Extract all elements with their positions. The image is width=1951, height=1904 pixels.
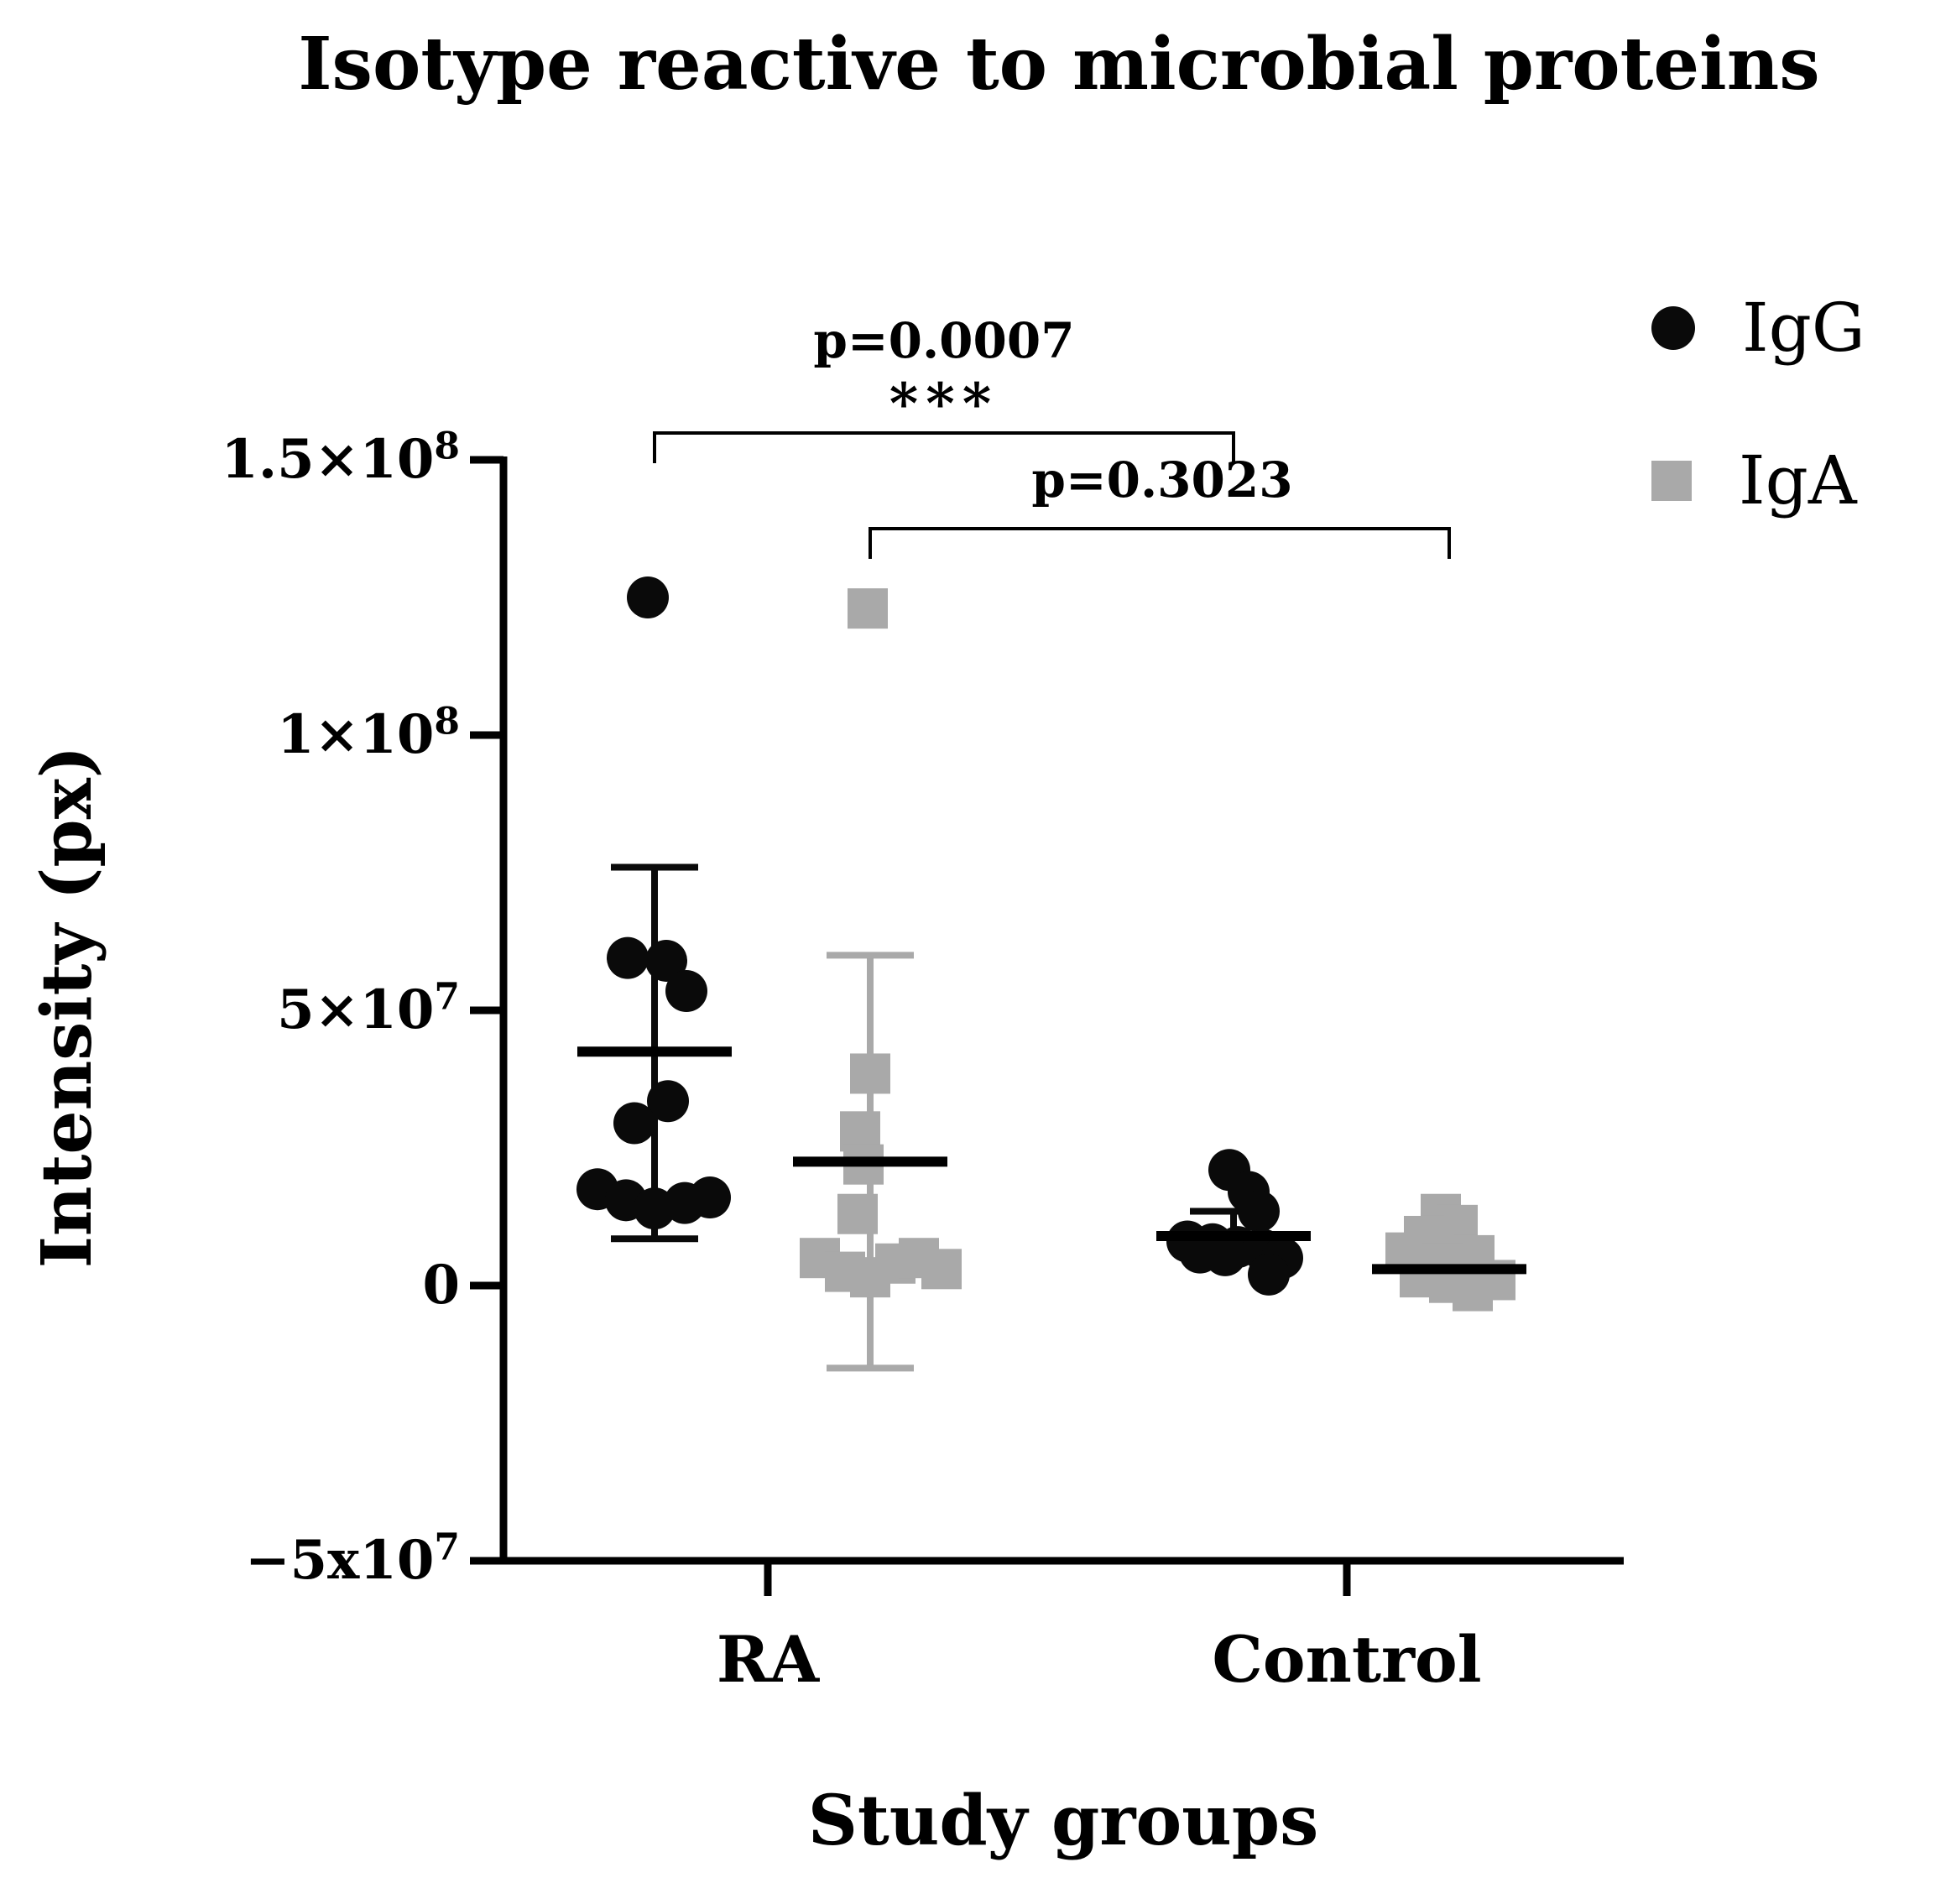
y-tick-exponent: 8 <box>434 425 460 468</box>
legend-label-iga: IgA <box>1739 441 1857 519</box>
data-point-igg <box>689 1176 731 1219</box>
significance-stars: *** <box>889 371 999 436</box>
data-point-igg <box>607 936 649 979</box>
data-point-igg <box>665 970 707 1013</box>
data-point-igg <box>647 1080 689 1123</box>
y-tick-exponent: 7 <box>434 1526 460 1569</box>
data-point-iga <box>848 588 888 629</box>
data-point-igg <box>627 576 669 618</box>
y-tick-label: 1.5×108 <box>0 428 460 492</box>
data-point-igg <box>1204 1234 1246 1276</box>
p-value-igg: p=0.0007 <box>813 312 1075 369</box>
legend-label-igg: IgG <box>1742 289 1865 367</box>
igg-circle-icon <box>1651 305 1695 350</box>
y-tick-label: −5x107 <box>0 1529 460 1593</box>
y-tick-label: 5×107 <box>0 978 460 1042</box>
y-tick-exponent: 8 <box>434 700 460 743</box>
legend-item-iga: IgA <box>1651 441 1857 519</box>
chart-title: Isotype reactive to microbial proteins <box>298 22 1820 107</box>
significance-bracket <box>869 527 1451 559</box>
legend-item-igg: IgG <box>1651 289 1865 367</box>
p-value-iga: p=0.3023 <box>1031 451 1293 509</box>
y-tick-label: 1×108 <box>0 703 460 767</box>
y-tick-text: 1×10 <box>277 703 435 766</box>
iga-square-icon <box>1651 460 1692 501</box>
y-tick-label: 0 <box>0 1254 460 1317</box>
data-point-iga <box>837 1193 878 1234</box>
y-tick-exponent: 7 <box>434 975 460 1019</box>
data-point-igg <box>1248 1253 1290 1296</box>
x-tick-label-control: Control <box>1212 1622 1482 1697</box>
y-tick-text: −5x10 <box>245 1529 435 1592</box>
x-axis-label: Study groups <box>807 1781 1319 1861</box>
y-tick-text: 0 <box>422 1254 460 1317</box>
x-tick-label-ra: RA <box>716 1622 820 1697</box>
y-tick-text: 1.5×10 <box>221 428 435 491</box>
data-point-iga <box>921 1249 962 1290</box>
significance-bracket <box>653 431 1235 463</box>
data-point-iga <box>850 1053 890 1094</box>
data-point-iga <box>1453 1270 1493 1312</box>
y-tick-text: 5×10 <box>277 978 435 1041</box>
data-point-igg <box>645 939 687 982</box>
data-point-igg <box>613 1102 655 1145</box>
data-point-igg <box>1238 1190 1280 1233</box>
